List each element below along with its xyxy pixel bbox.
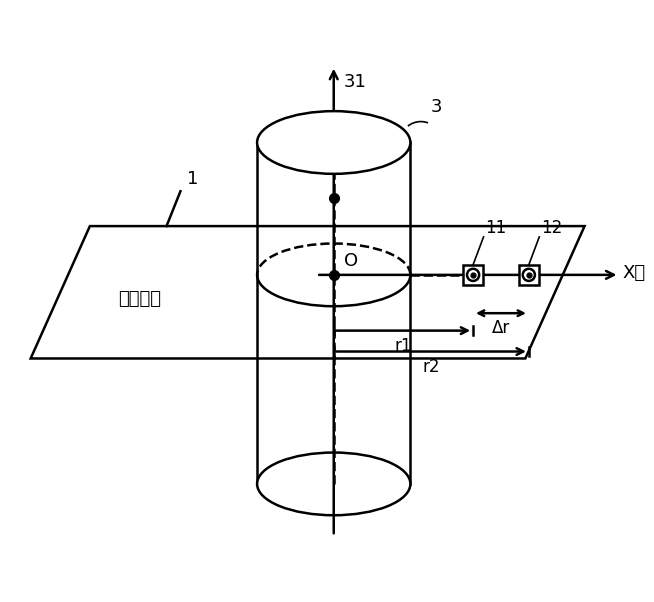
Text: 31: 31: [344, 73, 367, 91]
Text: 12: 12: [541, 219, 562, 237]
Text: Δr: Δr: [492, 320, 510, 338]
Text: r2: r2: [422, 358, 440, 376]
Ellipse shape: [257, 111, 410, 174]
Text: r1: r1: [394, 337, 412, 355]
Text: X轴: X轴: [623, 264, 646, 282]
Text: 3: 3: [431, 98, 442, 116]
Text: O: O: [344, 252, 358, 270]
Text: 第一平面: 第一平面: [118, 290, 161, 308]
Text: 11: 11: [485, 219, 507, 237]
Bar: [463, 265, 483, 285]
Ellipse shape: [257, 453, 410, 515]
Bar: [519, 265, 539, 285]
Text: 1: 1: [188, 170, 199, 188]
